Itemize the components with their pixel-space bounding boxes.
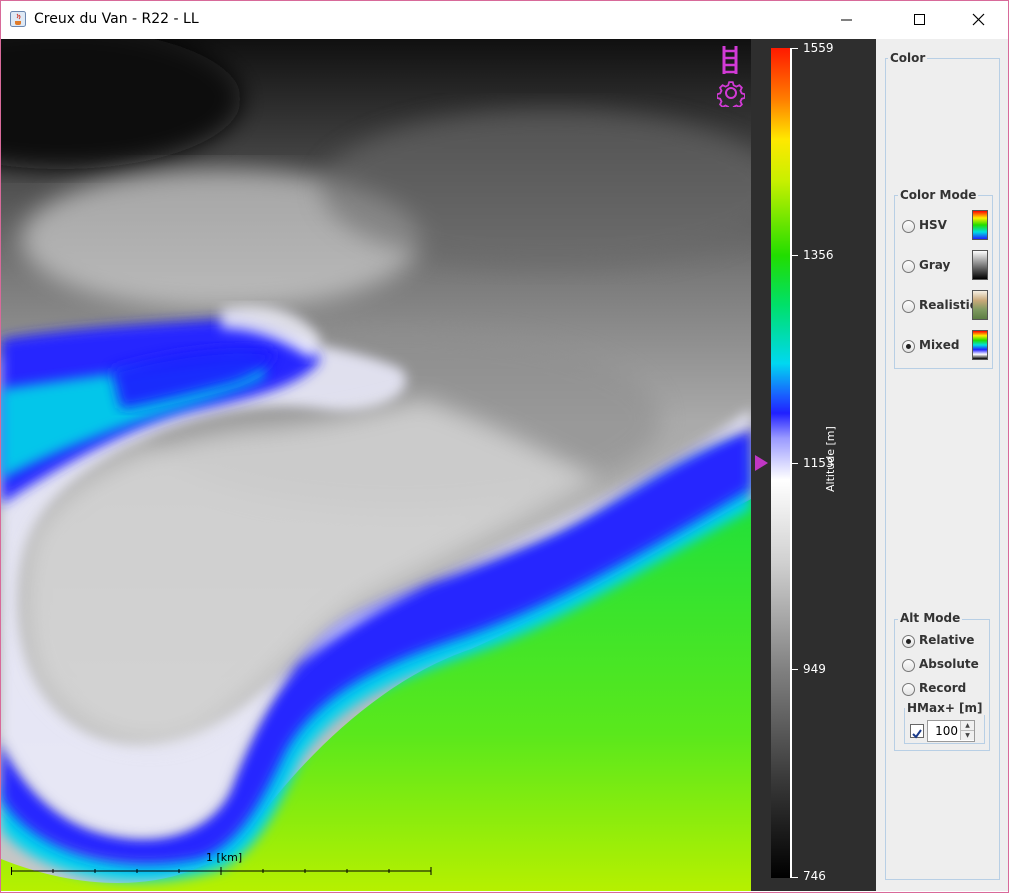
close-icon bbox=[972, 13, 985, 26]
legend-tick bbox=[792, 877, 798, 878]
hsv-swatch bbox=[972, 210, 988, 240]
hmax-value[interactable]: 100 bbox=[935, 724, 958, 738]
legend-tick-label: 949 bbox=[803, 662, 826, 676]
spinner-up-button[interactable]: ▲ bbox=[960, 721, 974, 731]
hmax-checkbox[interactable] bbox=[910, 724, 924, 739]
hmax-title: HMax+ [m] bbox=[905, 701, 985, 715]
legend-axis bbox=[790, 48, 792, 878]
legend-tick-label: 1559 bbox=[803, 41, 834, 55]
hsv-label: HSV bbox=[919, 218, 947, 232]
color-mode-realistic[interactable]: Realistic bbox=[902, 297, 992, 317]
color-scale-bar bbox=[771, 48, 790, 878]
maximize-button[interactable] bbox=[897, 1, 943, 38]
scale-label: 1 [km] bbox=[206, 851, 243, 864]
color-group-title: Color bbox=[888, 51, 928, 65]
legend-tick bbox=[792, 255, 798, 256]
record-radio[interactable] bbox=[902, 683, 915, 696]
legend-tick-label: 1356 bbox=[803, 248, 834, 262]
control-panel: Color Color Mode HSV Gray Realistic Mixe… bbox=[876, 39, 1008, 891]
color-mode-title: Color Mode bbox=[898, 188, 979, 202]
title-bar: Creux du Van - R22 - LL bbox=[1, 1, 1008, 38]
color-mode-hsv[interactable]: HSV bbox=[902, 217, 992, 237]
realistic-swatch bbox=[972, 290, 988, 320]
altitude-legend: 1559 1356 1153 949 746 Altitude [m] bbox=[751, 39, 876, 891]
legend-tick bbox=[792, 463, 798, 464]
gray-radio[interactable] bbox=[902, 260, 915, 273]
relative-radio[interactable] bbox=[902, 635, 915, 648]
record-label: Record bbox=[919, 681, 967, 695]
checkmark-icon bbox=[912, 729, 922, 739]
java-app-icon bbox=[10, 11, 26, 27]
hmax-spinner[interactable]: 100 ▲ ▼ bbox=[927, 720, 975, 742]
close-button[interactable] bbox=[956, 1, 1002, 38]
legend-tick bbox=[792, 669, 798, 670]
color-mode-mixed[interactable]: Mixed bbox=[902, 337, 992, 357]
ladder-icon[interactable] bbox=[719, 45, 741, 75]
realistic-label: Realistic bbox=[919, 298, 977, 312]
gear-icon[interactable] bbox=[717, 79, 745, 107]
legend-tick-label: 746 bbox=[803, 869, 826, 883]
legend-tick bbox=[792, 48, 798, 49]
window-title: Creux du Van - R22 - LL bbox=[34, 11, 199, 27]
alt-mode-record[interactable]: Record bbox=[902, 680, 992, 700]
hsv-radio[interactable] bbox=[902, 220, 915, 233]
realistic-radio[interactable] bbox=[902, 300, 915, 313]
color-mode-gray[interactable]: Gray bbox=[902, 257, 992, 277]
spinner-down-button[interactable]: ▼ bbox=[960, 731, 974, 740]
alt-mode-relative[interactable]: Relative bbox=[902, 632, 992, 652]
absolute-radio[interactable] bbox=[902, 659, 915, 672]
terrain-map[interactable]: 1 [km] bbox=[1, 39, 751, 891]
mixed-swatch bbox=[972, 330, 988, 360]
maximize-icon bbox=[914, 14, 925, 25]
mixed-radio[interactable] bbox=[902, 340, 915, 353]
color-group bbox=[885, 58, 1000, 880]
altitude-marker-triangle[interactable] bbox=[755, 455, 768, 471]
legend-tick-label: 1153 bbox=[803, 456, 834, 470]
gray-swatch bbox=[972, 250, 988, 280]
absolute-label: Absolute bbox=[919, 657, 979, 671]
minimize-button[interactable] bbox=[824, 1, 870, 38]
minimize-icon bbox=[841, 19, 852, 21]
legend-axis-title: Altitude [m] bbox=[824, 426, 837, 492]
gray-label: Gray bbox=[919, 258, 951, 272]
scale-bar bbox=[11, 867, 432, 875]
relative-label: Relative bbox=[919, 633, 975, 647]
alt-mode-title: Alt Mode bbox=[898, 611, 963, 625]
mixed-label: Mixed bbox=[919, 338, 960, 352]
terrain-image bbox=[1, 39, 751, 891]
alt-mode-absolute[interactable]: Absolute bbox=[902, 656, 992, 676]
